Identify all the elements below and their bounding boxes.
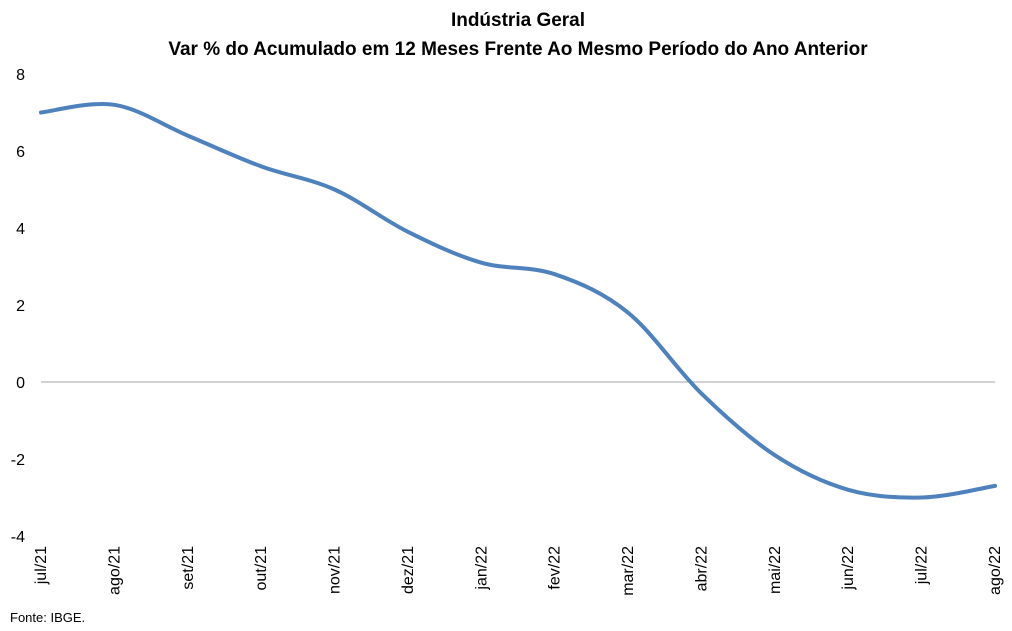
y-tick-label: -4 (11, 529, 25, 546)
source-note: Fonte: IBGE. (10, 610, 86, 625)
x-tick-label: abr/22 (694, 546, 711, 591)
y-tick-label: -2 (11, 452, 25, 469)
x-tick-label: fev/22 (547, 546, 564, 590)
x-tick-label: jun/22 (840, 546, 857, 591)
x-tick-label: jul/21 (33, 546, 50, 585)
x-tick-label: ago/21 (106, 546, 123, 595)
y-tick-label: 0 (16, 375, 25, 392)
y-tick-label: 4 (16, 221, 25, 238)
y-tick-label: 6 (16, 144, 25, 161)
x-tick-label: ago/22 (987, 546, 1004, 595)
x-tick-label: jan/22 (473, 546, 490, 591)
y-axis: 8 6 4 2 0 -2 -4 (11, 67, 25, 546)
x-tick-label: set/21 (180, 546, 197, 590)
chart-subtitle: Var % do Acumulado em 12 Meses Frente Ao… (168, 39, 868, 60)
x-tick-label: jul/22 (914, 546, 931, 585)
series-line (39, 102, 997, 500)
x-axis: jul/21 ago/21 set/21 out/21 nov/21 dez/21 jan/… (33, 546, 1004, 596)
x-tick-label: out/21 (253, 546, 270, 591)
x-tick-label: nov/21 (327, 546, 344, 594)
y-tick-label: 2 (16, 298, 25, 315)
y-tick-label: 8 (16, 67, 25, 84)
x-tick-label: mar/22 (620, 546, 637, 596)
x-tick-label: dez/21 (400, 546, 417, 594)
chart-title: Indústria Geral (451, 10, 585, 31)
x-tick-label: mai/22 (767, 546, 784, 594)
